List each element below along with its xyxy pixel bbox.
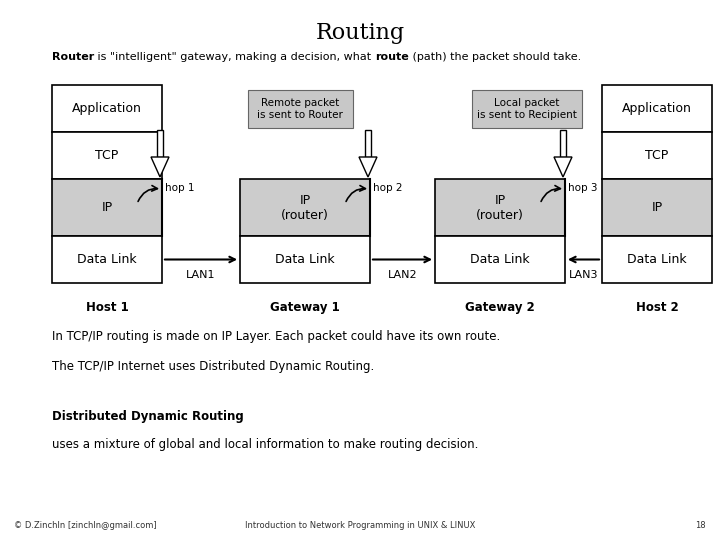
Bar <box>602 236 712 283</box>
Bar <box>472 90 582 128</box>
Bar <box>602 85 712 132</box>
Bar <box>157 130 163 157</box>
Text: 18: 18 <box>696 521 706 530</box>
Text: TCP: TCP <box>95 149 119 162</box>
Polygon shape <box>151 157 169 177</box>
Text: LAN2: LAN2 <box>387 269 418 280</box>
Text: Host 1: Host 1 <box>86 301 128 314</box>
Bar <box>248 90 353 128</box>
Text: In TCP/IP routing is made on IP Layer. Each packet could have its own route.: In TCP/IP routing is made on IP Layer. E… <box>52 330 500 343</box>
Text: Remote packet
is sent to Router: Remote packet is sent to Router <box>257 98 343 120</box>
Text: LAN1: LAN1 <box>186 269 216 280</box>
Bar <box>602 132 712 179</box>
Bar <box>240 179 370 236</box>
Bar <box>240 236 370 283</box>
Text: Host 2: Host 2 <box>636 301 678 314</box>
Text: © D.Zinchln [zinchln@gmail.com]: © D.Zinchln [zinchln@gmail.com] <box>14 521 157 530</box>
Text: Application: Application <box>72 102 142 115</box>
Text: uses a mixture of global and local information to make routing decision.: uses a mixture of global and local infor… <box>52 438 478 451</box>
Text: IP
(router): IP (router) <box>476 193 524 221</box>
Text: Distributed Dynamic Routing: Distributed Dynamic Routing <box>52 410 244 423</box>
Bar <box>365 130 371 157</box>
Bar <box>602 179 712 236</box>
Text: hop 1: hop 1 <box>165 183 194 193</box>
Bar <box>435 236 565 283</box>
Text: The TCP/IP Internet uses Distributed Dynamic Routing.: The TCP/IP Internet uses Distributed Dyn… <box>52 360 374 373</box>
Text: is "intelligent" gateway, making a decision, what: is "intelligent" gateway, making a decis… <box>94 52 375 62</box>
Text: Local packet
is sent to Recipient: Local packet is sent to Recipient <box>477 98 577 120</box>
Text: Data Link: Data Link <box>77 253 137 266</box>
Text: IP
(router): IP (router) <box>281 193 329 221</box>
Bar <box>52 85 162 132</box>
Text: TCP: TCP <box>645 149 669 162</box>
Text: route: route <box>375 52 409 62</box>
Text: IP: IP <box>102 201 112 214</box>
Polygon shape <box>359 157 377 177</box>
Bar <box>52 132 162 179</box>
Text: Gateway 2: Gateway 2 <box>465 301 535 314</box>
Bar <box>52 236 162 283</box>
Text: Introduction to Network Programming in UNIX & LINUX: Introduction to Network Programming in U… <box>245 521 475 530</box>
Text: (path) the packet should take.: (path) the packet should take. <box>409 52 581 62</box>
Text: Application: Application <box>622 102 692 115</box>
Bar <box>435 179 565 236</box>
Text: hop 3: hop 3 <box>568 183 598 193</box>
Text: Data Link: Data Link <box>470 253 530 266</box>
Bar <box>560 130 566 157</box>
Text: Data Link: Data Link <box>275 253 335 266</box>
Text: Data Link: Data Link <box>627 253 687 266</box>
Text: hop 2: hop 2 <box>373 183 402 193</box>
Text: Gateway 1: Gateway 1 <box>270 301 340 314</box>
Text: Routing: Routing <box>315 22 405 44</box>
Polygon shape <box>554 157 572 177</box>
Text: IP: IP <box>652 201 662 214</box>
Text: Router: Router <box>52 52 94 62</box>
Bar <box>52 179 162 236</box>
Text: LAN3: LAN3 <box>569 269 598 280</box>
